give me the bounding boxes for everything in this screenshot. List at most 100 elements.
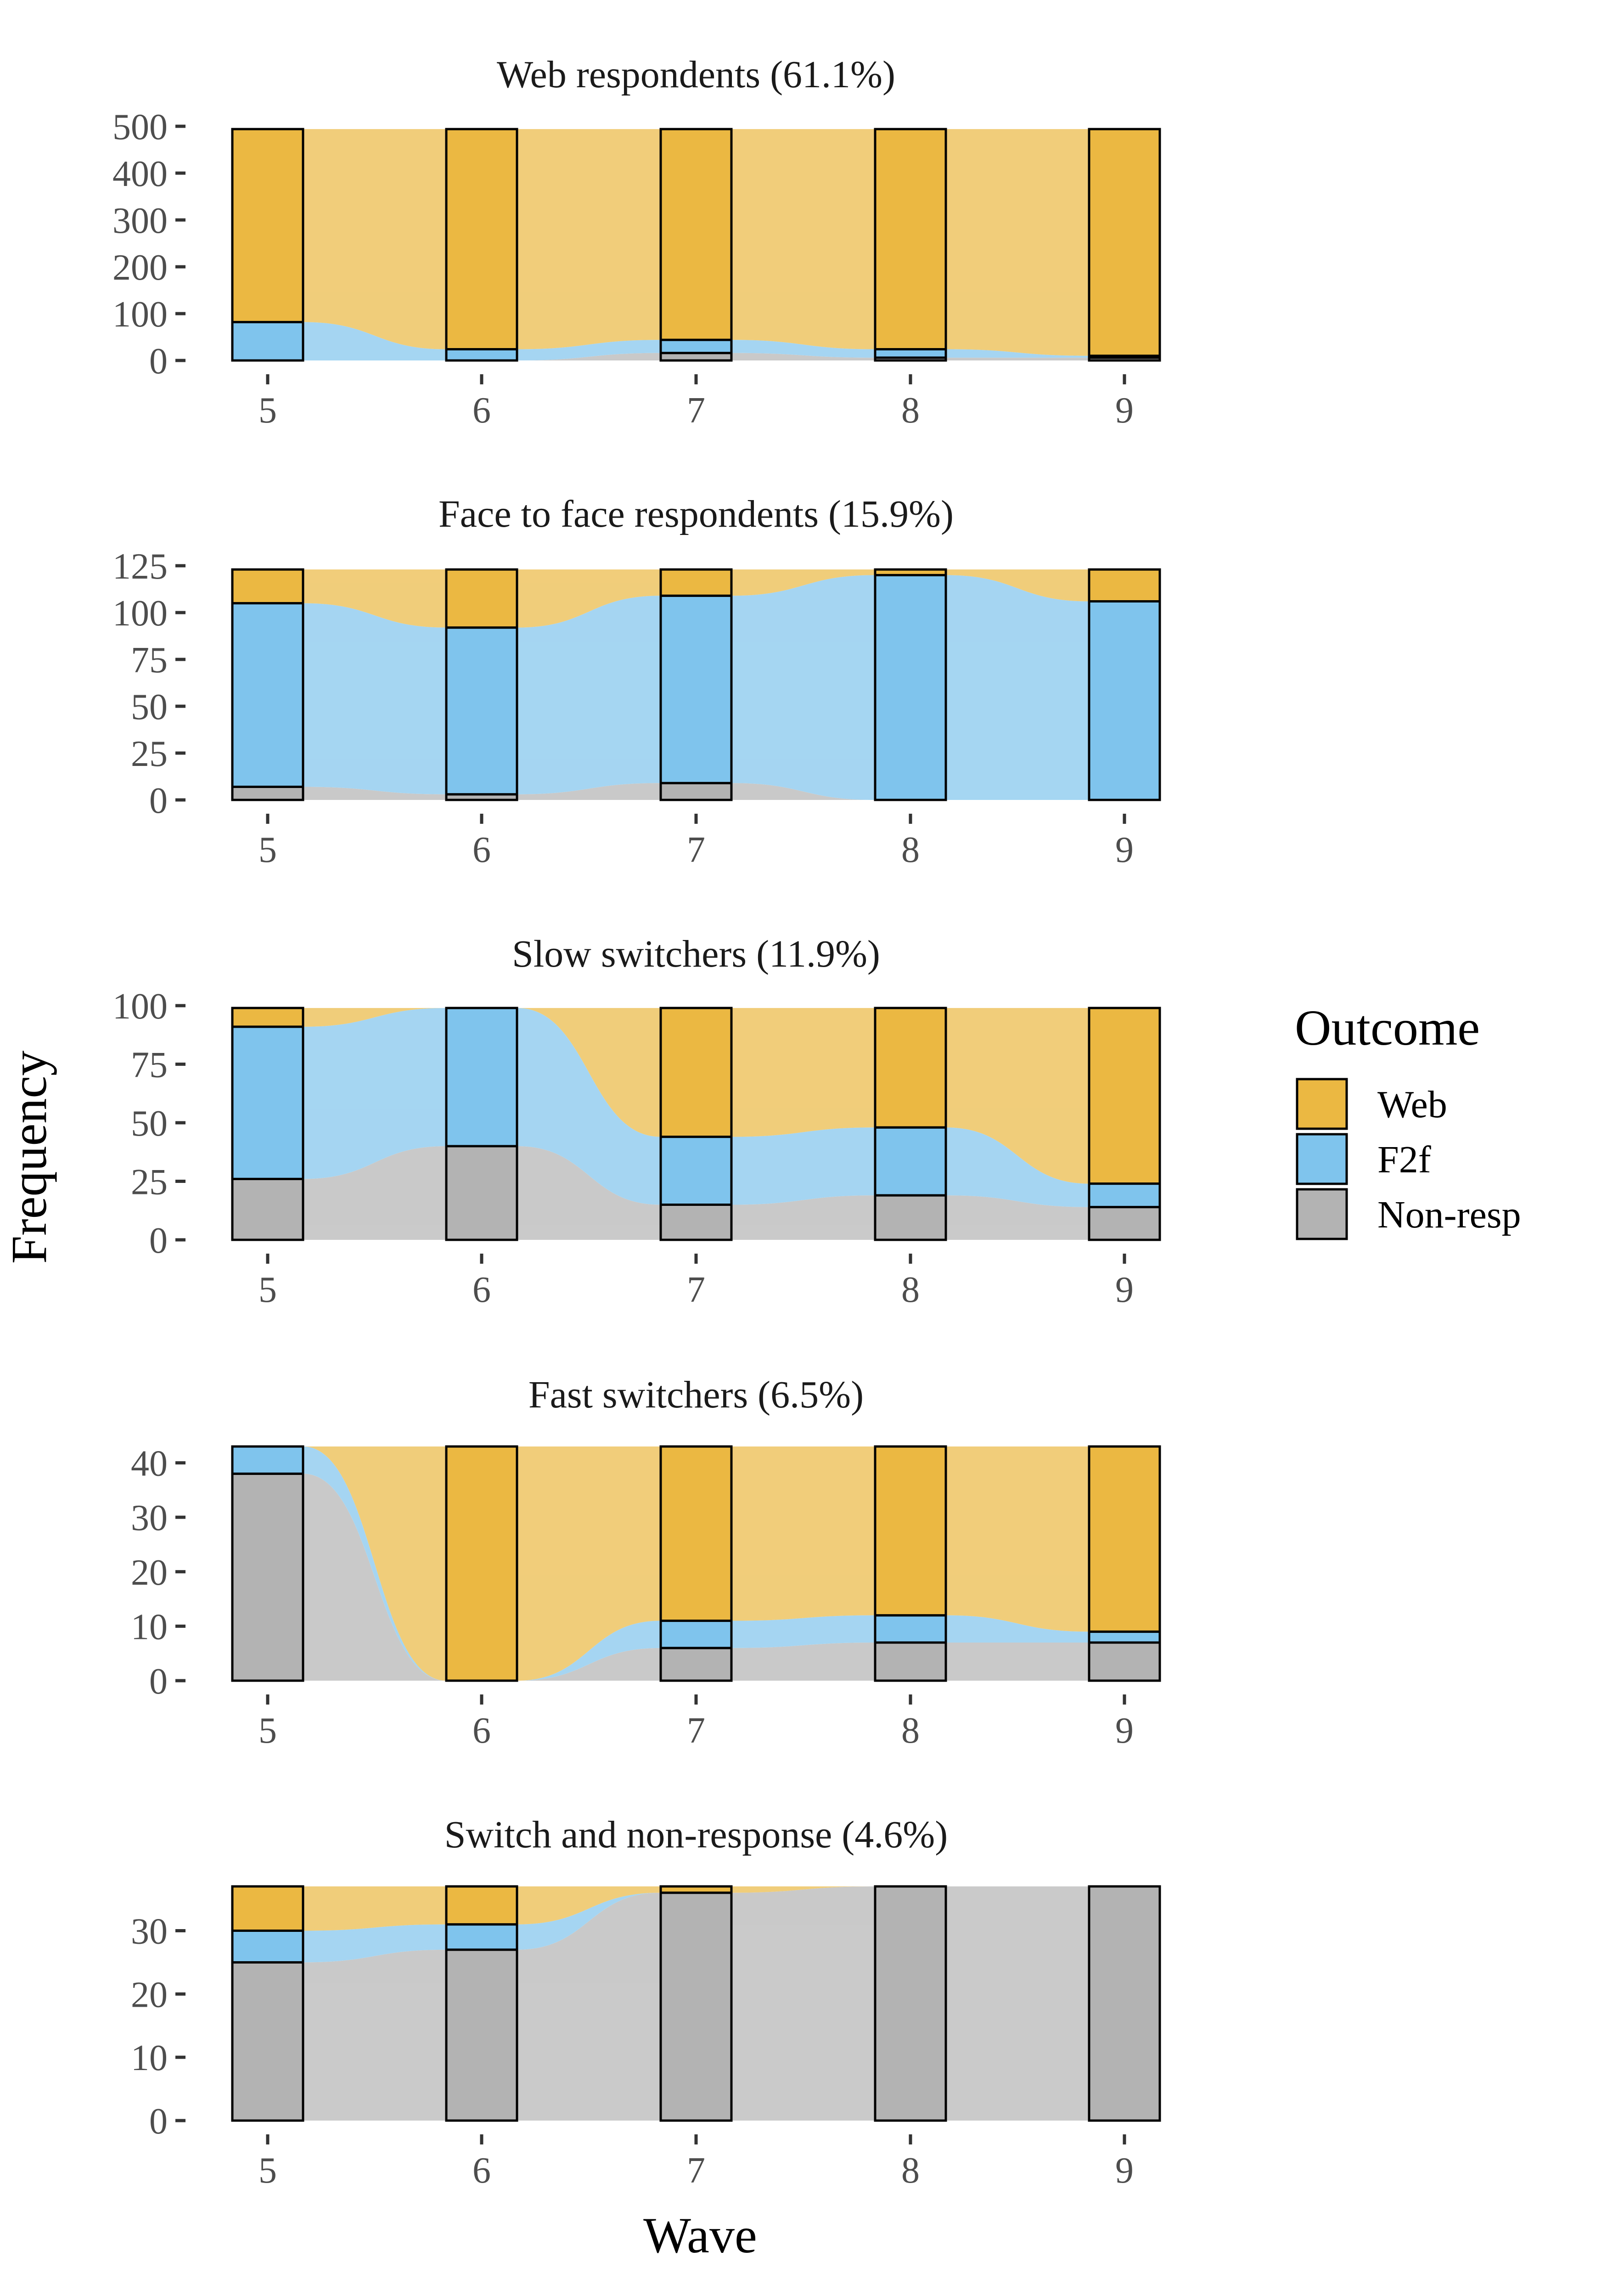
y-tick-label: 75 [131, 640, 168, 681]
panels: Web respondents (61.1%)01002003004005005… [112, 53, 1161, 2191]
bar-segment-f2f [231, 1025, 304, 1180]
flow-web [731, 1886, 875, 1893]
flow-f2f [517, 1008, 661, 1205]
stack-wave-8 [874, 128, 947, 362]
stack-wave-5 [231, 1007, 304, 1241]
legend-item-web: Web [1296, 1078, 1447, 1130]
y-tick-label: 100 [112, 593, 168, 634]
bar-segment-web [1088, 1445, 1161, 1633]
x-tick-label: 8 [901, 830, 920, 870]
flow-web [946, 569, 1089, 602]
bar-segment-web [445, 128, 518, 351]
y-tick-label: 25 [131, 734, 168, 774]
bar-segment-web [231, 568, 304, 605]
flow-non-resp [303, 1949, 446, 2121]
bar-segment-non-resp [1088, 1641, 1161, 1682]
flow-f2f [946, 575, 1089, 800]
bar-segment-non-resp [231, 1961, 304, 2122]
legend-items: Web F2f Non-resp [1296, 1078, 1521, 1240]
x-tick-label: 9 [1115, 830, 1134, 870]
bar-segment-f2f [659, 1620, 733, 1649]
bar-segment-web [445, 1445, 518, 1682]
x-tick-label: 9 [1115, 1711, 1134, 1751]
bar-segment-web [874, 1445, 947, 1617]
stack-wave-7 [659, 1007, 733, 1241]
y-tick-label: 300 [112, 201, 168, 241]
x-tick-label: 8 [901, 2150, 920, 2191]
stack-wave-9 [1088, 128, 1161, 362]
bar-segment-web [659, 568, 733, 597]
stack-wave-5 [231, 1445, 304, 1682]
legend-item-f2f: F2f [1296, 1133, 1431, 1185]
x-tick-label: 6 [472, 1711, 491, 1751]
flow-non-resp [517, 783, 661, 800]
bar-segment-f2f [659, 594, 733, 784]
bar-segment-f2f [231, 1929, 304, 1964]
x-tick-label: 6 [472, 2150, 491, 2191]
flow-non-resp [517, 353, 661, 360]
panel-title: Fast switchers (6.5%) [528, 1373, 864, 1416]
flow-f2f [731, 1615, 875, 1648]
flow-non-resp [946, 1642, 1089, 1681]
x-tick-label: 6 [472, 830, 491, 870]
bar-segment-non-resp [1088, 1206, 1161, 1241]
y-tick-label: 10 [131, 1607, 168, 1647]
flow-f2f [946, 1615, 1089, 1643]
y-tick-label: 400 [112, 154, 168, 194]
stack-wave-8 [874, 568, 947, 801]
bar-segment-web [659, 128, 733, 341]
flow-non-resp [517, 1146, 661, 1240]
flow-web [517, 1446, 661, 1681]
x-tick-label: 5 [258, 830, 277, 870]
x-tick-label: 9 [1115, 1270, 1134, 1310]
panel-5: Switch and non-response (4.6%) 0 10 20 30 5 6 7… [131, 1813, 1161, 2191]
flow-f2f [517, 340, 661, 360]
x-tick-label: 7 [687, 830, 705, 870]
y-tick-label: 20 [131, 1975, 168, 2015]
panel-title: Slow switchers (11.9%) [512, 933, 880, 975]
bar-segment-web [445, 568, 518, 629]
bar-segment-web [1088, 128, 1161, 357]
y-tick-label: 75 [131, 1045, 168, 1086]
flow-web [731, 1008, 875, 1137]
flow-non-resp [731, 1886, 875, 2121]
y-tick-label: 30 [131, 1498, 168, 1538]
stack-wave-8 [874, 1007, 947, 1241]
x-tick-label: 5 [258, 1711, 277, 1751]
bar-segment-f2f [445, 348, 518, 362]
bar-segment-web [874, 1007, 947, 1129]
stack-wave-6 [445, 1445, 518, 1682]
flow-web [303, 1886, 446, 1931]
x-tick-label: 6 [472, 390, 491, 431]
bar-segment-web [231, 128, 304, 323]
x-tick-label: 7 [687, 1270, 705, 1310]
panel-1: Web respondents (61.1%) 0 100 200 300 400 500 5… [112, 53, 1161, 431]
bar-segment-f2f [1088, 600, 1161, 801]
x-tick-label: 5 [258, 1270, 277, 1310]
flow-non-resp [517, 1648, 661, 1681]
flow-web [731, 1446, 875, 1621]
bar-segment-f2f [231, 1445, 304, 1475]
bar-segment-web [659, 1885, 733, 1894]
stack-wave-5 [231, 128, 304, 362]
bar-segment-non-resp [874, 1641, 947, 1682]
bar-segment-web [231, 1885, 304, 1932]
stack-wave-7 [659, 568, 733, 801]
bar-segment-f2f [445, 626, 518, 796]
flows [303, 1446, 1089, 1681]
bar-segment-non-resp [231, 1177, 304, 1241]
bar-segment-f2f [231, 321, 304, 362]
bar-segment-web [445, 1885, 518, 1926]
y-tick-label: 100 [112, 294, 168, 335]
flow-non-resp [731, 1195, 875, 1240]
stack-wave-9 [1088, 1007, 1161, 1241]
bar-segment-non-resp [659, 1891, 733, 2122]
x-tick-label: 8 [901, 390, 920, 431]
bar-segment-non-resp [874, 1885, 947, 2122]
flow-non-resp [303, 787, 446, 800]
flow-web [303, 129, 446, 349]
bar-segment-web [1088, 568, 1161, 603]
y-tick-label: 500 [112, 107, 168, 147]
flow-non-resp [946, 1886, 1089, 2121]
flow-web [946, 129, 1089, 356]
